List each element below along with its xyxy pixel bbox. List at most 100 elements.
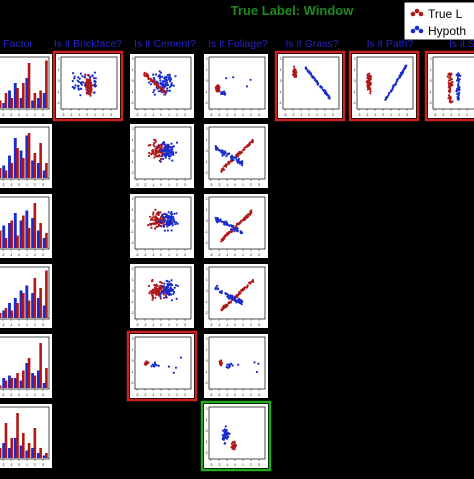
point-hypothesis	[253, 361, 256, 364]
point-hypothesis	[169, 287, 172, 290]
point-true	[153, 142, 156, 145]
svg-text:2: 2	[250, 113, 252, 117]
point-hypothesis	[223, 90, 226, 93]
point-true	[220, 240, 223, 243]
point-hypothesis	[152, 73, 155, 76]
svg-text:0: 0	[18, 463, 20, 467]
point-hypothesis	[255, 370, 258, 374]
svg-text:0: 0	[18, 323, 20, 327]
svg-text:1: 1	[26, 323, 28, 327]
point-hypothesis	[170, 142, 173, 145]
point-hypothesis	[175, 221, 178, 224]
point-hypothesis	[154, 73, 157, 76]
hist-bar-true	[33, 375, 37, 388]
point-hypothesis	[73, 75, 76, 78]
point-hypothesis	[168, 157, 171, 160]
point-hypothesis	[167, 222, 170, 225]
svg-text:3: 3	[406, 113, 408, 117]
point-true	[228, 231, 231, 234]
point-true	[368, 80, 371, 84]
point-hypothesis	[157, 90, 160, 93]
point-hypothesis	[224, 425, 227, 428]
point-hypothesis	[311, 75, 314, 78]
svg-text:1: 1	[26, 463, 28, 467]
hist-bar-true	[39, 343, 42, 388]
legend-hypothesis-label: Hypoth	[428, 24, 466, 38]
point-true	[243, 286, 246, 289]
point-hypothesis	[455, 79, 459, 82]
svg-text:0: 0	[206, 289, 208, 293]
point-hypothesis	[319, 86, 322, 89]
point-hypothesis	[314, 79, 318, 83]
point-hypothesis	[306, 70, 309, 73]
point-true	[223, 235, 226, 238]
point-hypothesis	[179, 356, 182, 359]
point-true	[293, 65, 296, 68]
svg-text:1: 1	[316, 113, 318, 117]
point-hypothesis	[166, 229, 169, 232]
point-hypothesis	[216, 217, 219, 220]
point-hypothesis	[223, 442, 226, 445]
hist-bar-true	[39, 448, 42, 458]
hist-bar-true	[22, 215, 25, 248]
hist-bar-hypothesis	[25, 135, 29, 178]
point-true	[447, 89, 451, 92]
scatter-panel: -3 -2 -1 0 1 2 3 2 1 0 -1 -2	[204, 194, 268, 258]
svg-text:2: 2	[176, 393, 178, 397]
point-hypothesis	[163, 143, 166, 146]
point-hypothesis	[222, 151, 225, 154]
hist-bar-true	[39, 288, 42, 318]
point-true	[449, 83, 452, 86]
point-hypothesis	[456, 84, 460, 87]
point-hypothesis	[233, 156, 236, 159]
point-hypothesis	[166, 219, 169, 222]
hist-bar-hypothesis	[19, 380, 23, 388]
point-true	[221, 168, 224, 171]
svg-text:2: 2	[280, 57, 282, 61]
point-hypothesis	[170, 217, 173, 220]
point-hypothesis	[225, 429, 228, 432]
svg-text:1: 1	[242, 323, 244, 327]
point-true	[151, 298, 154, 301]
svg-text:-2: -2	[218, 113, 221, 117]
point-hypothesis	[176, 284, 179, 287]
hist-bar-true	[0, 385, 2, 388]
hist-bar-true	[33, 278, 37, 318]
hist-bar-hypothesis	[13, 138, 17, 178]
point-hypothesis	[223, 428, 226, 431]
point-hypothesis	[163, 77, 166, 80]
legend-true-marker	[410, 8, 424, 17]
point-hypothesis	[149, 83, 153, 86]
svg-text:1: 1	[168, 113, 170, 117]
column-header: Is it S	[449, 38, 474, 50]
hist-bar-hypothesis	[25, 210, 29, 248]
svg-text:2: 2	[354, 57, 356, 61]
svg-text:-2: -2	[2, 253, 5, 257]
point-hypothesis	[167, 153, 170, 156]
point-true	[223, 305, 226, 308]
point-hypothesis	[77, 84, 80, 87]
point-hypothesis	[239, 230, 242, 233]
point-true	[154, 208, 157, 211]
svg-text:0: 0	[18, 253, 20, 257]
svg-text:0: 0	[234, 463, 236, 467]
point-hypothesis	[164, 215, 167, 218]
point-true	[157, 289, 161, 292]
svg-text:-2: -2	[144, 323, 147, 327]
point-hypothesis	[394, 83, 397, 86]
point-hypothesis	[216, 148, 219, 151]
point-hypothesis	[165, 223, 168, 226]
hist-bar-hypothesis	[36, 370, 40, 388]
svg-text:-2: -2	[70, 113, 73, 117]
point-hypothesis	[388, 91, 391, 95]
hist-bar-true	[4, 170, 8, 178]
svg-text:1: 1	[206, 138, 208, 142]
point-true	[246, 284, 249, 288]
point-hypothesis	[173, 212, 176, 215]
point-true	[148, 154, 151, 158]
svg-text:-1: -1	[205, 90, 208, 94]
point-true	[446, 75, 449, 78]
hist-bar-true	[10, 220, 14, 248]
point-hypothesis	[222, 437, 225, 440]
point-hypothesis	[82, 81, 85, 84]
